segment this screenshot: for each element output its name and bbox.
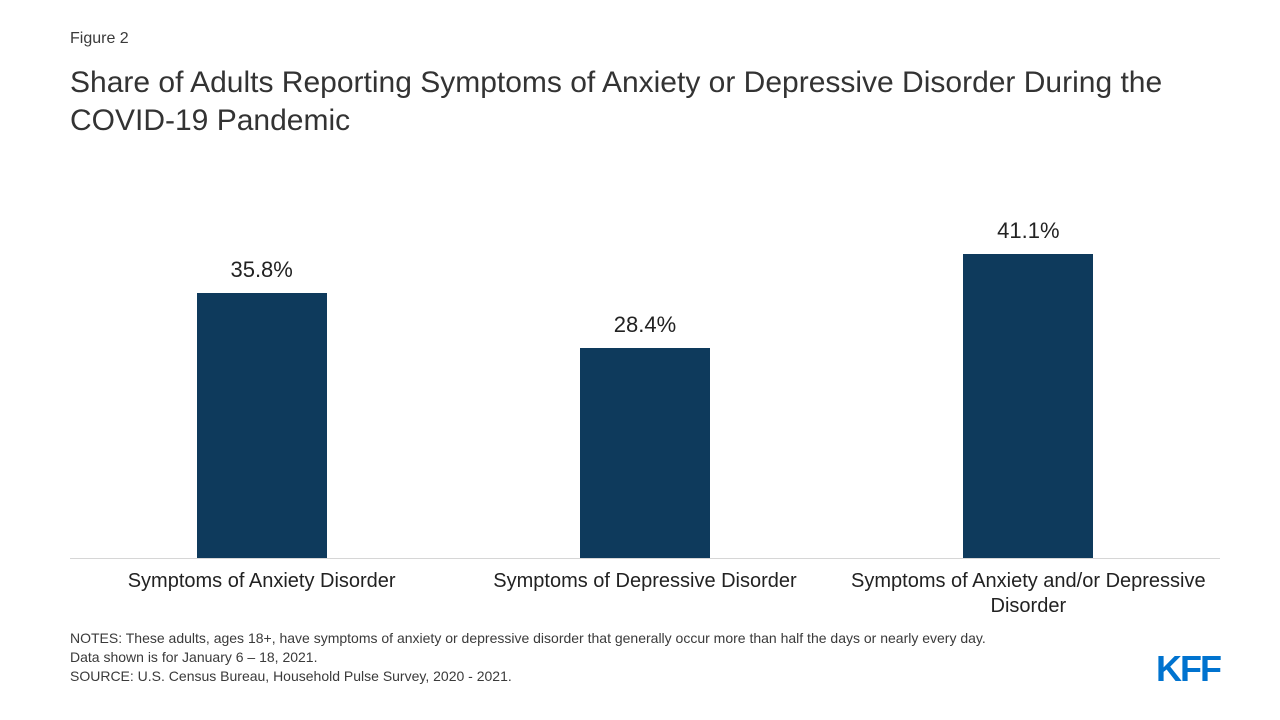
bar-group-2: 41.1% [837, 149, 1220, 558]
x-label-1: Symptoms of Depressive Disorder [453, 569, 836, 619]
chart-title: Share of Adults Reporting Symptoms of An… [70, 64, 1220, 139]
notes-line-2: Data shown is for January 6 – 18, 2021. [70, 648, 1100, 667]
x-axis-labels: Symptoms of Anxiety Disorder Symptoms of… [70, 569, 1220, 619]
x-label-2: Symptoms of Anxiety and/or Depressive Di… [837, 569, 1220, 619]
bar-group-1: 28.4% [453, 149, 836, 558]
bar-group-0: 35.8% [70, 149, 453, 558]
bar-rect-0 [197, 293, 327, 558]
bar-rect-1 [580, 348, 710, 558]
footer-notes: NOTES: These adults, ages 18+, have symp… [70, 629, 1100, 686]
bar-rect-2 [963, 254, 1093, 558]
bar-value-0: 35.8% [230, 257, 292, 283]
figure-label: Figure 2 [70, 30, 1220, 48]
source-line: SOURCE: U.S. Census Bureau, Household Pu… [70, 667, 1100, 686]
bar-value-1: 28.4% [614, 312, 676, 338]
x-label-0: Symptoms of Anxiety Disorder [70, 569, 453, 619]
bar-value-2: 41.1% [997, 218, 1059, 244]
chart-area: 35.8% 28.4% 41.1% [70, 149, 1220, 559]
notes-line-1: NOTES: These adults, ages 18+, have symp… [70, 629, 1100, 648]
bars-row: 35.8% 28.4% 41.1% [70, 149, 1220, 558]
kff-logo: KFF [1156, 648, 1220, 690]
